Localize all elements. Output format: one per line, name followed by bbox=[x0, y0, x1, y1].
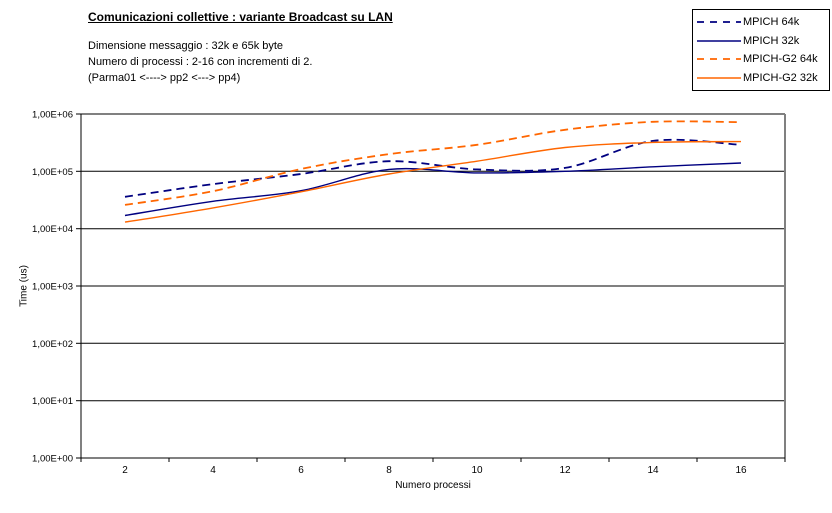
legend-label: MPICH 64k bbox=[743, 16, 800, 29]
series-line-mpich-32k bbox=[124, 162, 742, 217]
legend-item: MPICH-G2 32k bbox=[697, 69, 825, 87]
subtitle-process-count: Numero di processi : 2-16 con incrementi… bbox=[88, 56, 313, 68]
x-axis-title: Numero processi bbox=[395, 480, 471, 491]
x-tick-label: 10 bbox=[471, 465, 483, 476]
y-tick-label: 1,00E+06 bbox=[32, 110, 73, 121]
legend-item: MPICH 32k bbox=[697, 32, 825, 50]
series-line-mpich-64k bbox=[124, 138, 742, 198]
series-line-mpich-g2-32k bbox=[124, 140, 742, 223]
legend-line-sample bbox=[697, 40, 741, 42]
legend-label: MPICH-G2 64k bbox=[743, 53, 818, 66]
y-tick-label: 1,00E+01 bbox=[32, 396, 73, 407]
x-tick-label: 8 bbox=[386, 465, 392, 476]
y-axis-title: Time (us) bbox=[18, 265, 30, 307]
legend-item: MPICH-G2 64k bbox=[697, 50, 825, 68]
x-tick-label: 14 bbox=[647, 465, 659, 476]
legend: MPICH 64k MPICH 32k MPICH-G2 64k MPICH-G2 3… bbox=[692, 9, 830, 91]
x-tick-label: 6 bbox=[298, 465, 304, 476]
legend-item: MPICH 64k bbox=[697, 13, 825, 31]
x-tick-label: 12 bbox=[559, 465, 571, 476]
x-tick-label: 16 bbox=[735, 465, 747, 476]
y-tick-label: 1,00E+05 bbox=[32, 167, 73, 178]
legend-label: MPICH 32k bbox=[743, 34, 800, 47]
y-tick-label: 1,00E+04 bbox=[32, 224, 73, 235]
legend-line-sample bbox=[697, 77, 741, 79]
chart-title: Comunicazioni collettive : variante Broa… bbox=[88, 10, 393, 24]
x-tick-label: 4 bbox=[210, 465, 216, 476]
series-line-mpich-g2-64k bbox=[124, 120, 742, 206]
chart-subtitles: Dimensione messaggio : 32k e 65k byte Nu… bbox=[88, 38, 312, 86]
subtitle-hosts: (Parma01 <----> pp2 <---> pp4) bbox=[88, 72, 241, 84]
x-tick-label: 2 bbox=[122, 465, 128, 476]
y-tick-label: 1,00E+00 bbox=[32, 454, 73, 465]
y-tick-label: 1,00E+03 bbox=[32, 282, 73, 293]
subtitle-message-size: Dimensione messaggio : 32k e 65k byte bbox=[88, 40, 284, 52]
y-tick-label: 1,00E+02 bbox=[32, 339, 73, 350]
legend-label: MPICH-G2 32k bbox=[743, 71, 818, 84]
